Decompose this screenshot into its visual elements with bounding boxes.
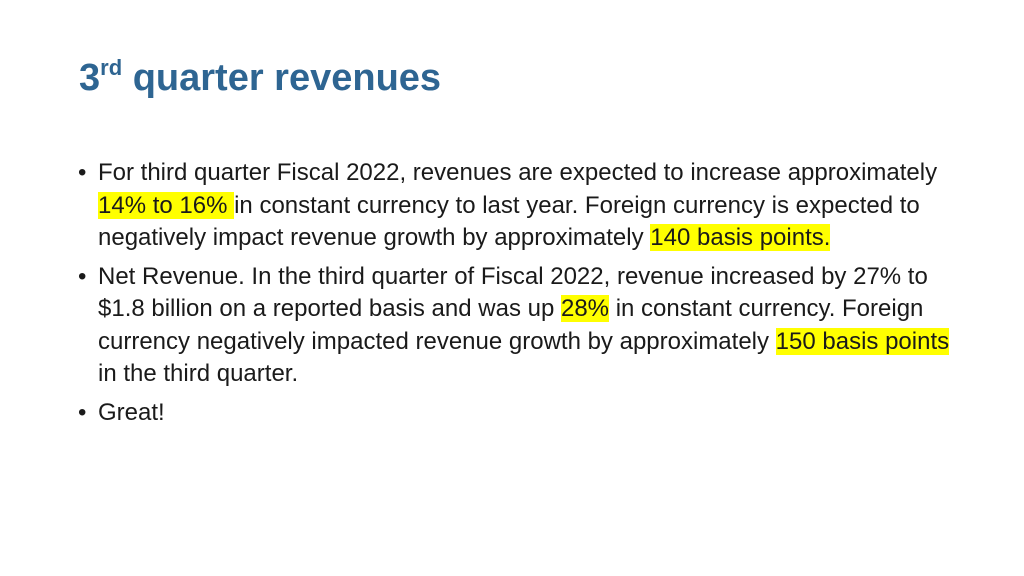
bullet-icon: • — [78, 159, 87, 186]
text-segment: in constant currency to last year. Forei… — [98, 191, 920, 252]
text-segment: For third quarter Fiscal 2022, revenues … — [98, 159, 938, 186]
bullet-item-2: • Net Revenue. In the third quarter of F… — [78, 261, 958, 391]
text-segment: Great! — [98, 398, 165, 426]
bullet-text: Great! — [98, 399, 165, 426]
bullet-icon: • — [78, 398, 87, 426]
bullet-text: Net Revenue. In the third quarter of Fis… — [98, 262, 950, 387]
bullet-item-1: • For third quarter Fiscal 2022, revenue… — [78, 157, 958, 255]
title-superscript: rd — [100, 55, 123, 80]
bullet-text: For third quarter Fiscal 2022, revenues … — [98, 159, 937, 251]
highlighted-text: 140 basis points. — [650, 224, 831, 251]
bullet-item-3: • Great! — [78, 397, 958, 430]
slide-title: 3rd quarter revenues — [79, 55, 442, 100]
highlighted-text: 28% — [560, 295, 610, 322]
highlighted-text: 14% to 16% — [98, 191, 235, 219]
title-number: 3 — [79, 57, 101, 99]
title-text: quarter revenues — [122, 57, 442, 99]
bullet-icon: • — [78, 262, 87, 290]
highlighted-text: 150 basis points — [775, 327, 950, 355]
text-segment: in the third quarter. — [98, 360, 299, 387]
text-segment: Net Revenue. In the third quarter of Fis… — [98, 262, 928, 323]
text-segment: in constant currency. Foreign currency n… — [98, 295, 924, 355]
bullet-list: • For third quarter Fiscal 2022, revenue… — [78, 157, 958, 435]
